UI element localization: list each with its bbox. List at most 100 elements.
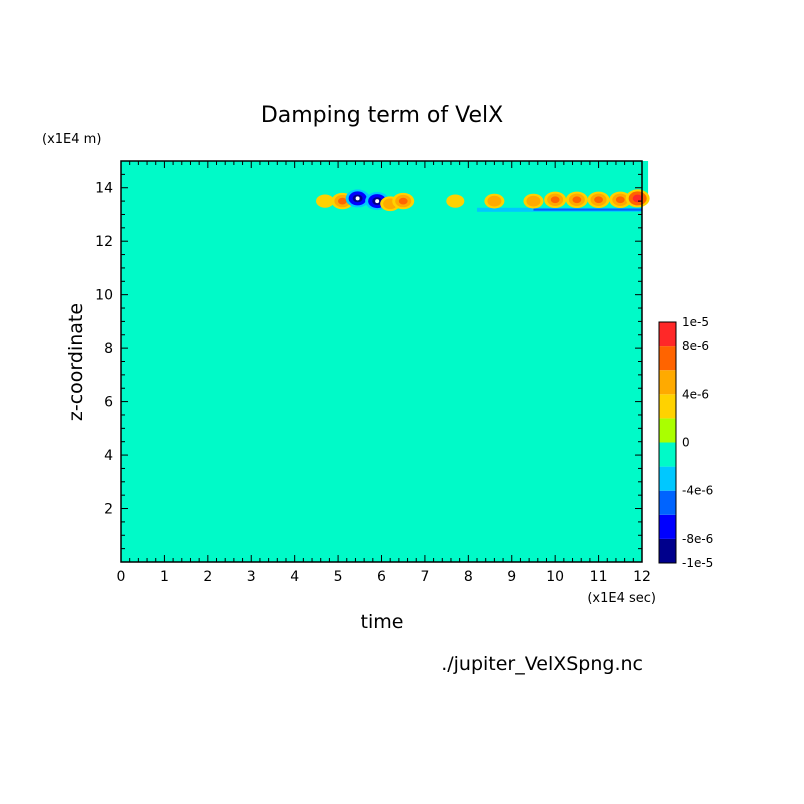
field-streak [123, 169, 126, 186]
field-blob [490, 198, 499, 205]
field-streak [155, 187, 158, 202]
y-unit-label: (x1E4 m) [42, 132, 101, 147]
chart-title: Damping term of VelX [261, 103, 503, 128]
y-tick-label: 2 [104, 502, 113, 518]
field-streak [206, 187, 209, 196]
field-streak [125, 166, 128, 191]
field-streak [598, 161, 607, 199]
field-streak [639, 161, 649, 199]
field-streak [507, 161, 516, 199]
x-tick-label: 4 [290, 569, 299, 585]
field-streak [210, 182, 213, 207]
field-blob [572, 196, 582, 204]
field-streak [520, 161, 531, 199]
field-streak [202, 174, 205, 186]
y-tick-label: 4 [104, 448, 113, 464]
x-tick-label: 0 [117, 569, 126, 585]
x-tick-label: 9 [507, 569, 516, 585]
field-streak [121, 206, 123, 215]
field-streak [141, 185, 144, 199]
field-streak [145, 198, 148, 210]
field-streak [129, 179, 132, 202]
field-streak [214, 161, 217, 183]
field-streak [200, 193, 203, 215]
colorbar-level [659, 514, 676, 539]
x-unit-label: (x1E4 sec) [587, 591, 656, 606]
field-blob [632, 194, 643, 203]
field-streak [394, 161, 401, 199]
colorbar-label: 8e-6 [682, 339, 709, 353]
field-streak [537, 161, 544, 199]
field-streak [188, 171, 191, 183]
field-streak [151, 174, 154, 191]
x-tick-label: 5 [334, 569, 343, 585]
source-file-label: ./jupiter_VelXSpng.nc [441, 653, 643, 675]
field-blob [594, 196, 603, 204]
colorbar-level [659, 490, 676, 515]
colorbar-level [659, 394, 676, 419]
colorbar-label: 4e-6 [682, 387, 709, 401]
field-streak [165, 177, 168, 194]
field-blob [550, 196, 560, 204]
field-streak [196, 179, 199, 204]
field-streak [137, 171, 140, 188]
y-axis-label: z-coordinate [65, 303, 87, 421]
x-tick-label: 3 [247, 569, 256, 585]
field-streak [172, 187, 175, 210]
field-streak [223, 187, 226, 204]
field-streak [212, 198, 215, 212]
field-streak [157, 185, 160, 207]
colorbar-label: -4e-6 [682, 484, 713, 498]
field-streak [176, 166, 179, 186]
field-streak [225, 185, 228, 210]
field-blob [375, 199, 380, 204]
field-streak [490, 161, 497, 199]
field-streak [416, 161, 425, 199]
field-streak [147, 195, 150, 215]
field-streak [235, 193, 238, 202]
field-streak [186, 190, 189, 212]
field-streak [182, 177, 185, 202]
field-streak [241, 169, 244, 183]
colorbar-level [659, 418, 676, 443]
x-tick-label: 8 [464, 569, 473, 585]
y-tick-label: 6 [104, 395, 113, 411]
field-streak [153, 171, 156, 196]
field-streak [229, 163, 232, 186]
field-streak [161, 163, 164, 183]
colorbar-frame [658, 321, 677, 564]
field-streak [180, 179, 183, 196]
field-streak [264, 161, 271, 199]
field-streak [184, 193, 187, 207]
field-streak [133, 193, 136, 212]
field-streak [143, 182, 146, 204]
field-streak [568, 161, 579, 199]
field-streak [220, 190, 223, 199]
field-streak [237, 190, 240, 207]
colorbar-label: 1e-5 [682, 315, 709, 329]
x-tick-label: 1 [160, 569, 169, 585]
colorbar-level [659, 322, 676, 347]
y-tick-label: 14 [95, 181, 113, 197]
field-streak [555, 161, 564, 199]
field-blob [398, 197, 408, 205]
x-tick-label: 2 [203, 569, 212, 585]
field-blob [338, 197, 347, 205]
field-streak [139, 169, 142, 194]
field-streak [159, 201, 162, 212]
y-tick-label: 10 [95, 288, 113, 304]
field-streak [163, 179, 166, 188]
field-streak [307, 161, 316, 199]
field-streak [127, 182, 130, 196]
colorbar-level [659, 442, 676, 467]
x-tick-label: 12 [633, 569, 651, 585]
field-streak [204, 171, 207, 191]
colorbar-level [659, 538, 676, 563]
colorbar-label: 0 [682, 436, 690, 450]
field-streak [208, 185, 211, 202]
field-streak [381, 161, 392, 199]
field-blob [355, 196, 360, 201]
field-streak [216, 177, 219, 188]
field-streak [233, 177, 236, 196]
